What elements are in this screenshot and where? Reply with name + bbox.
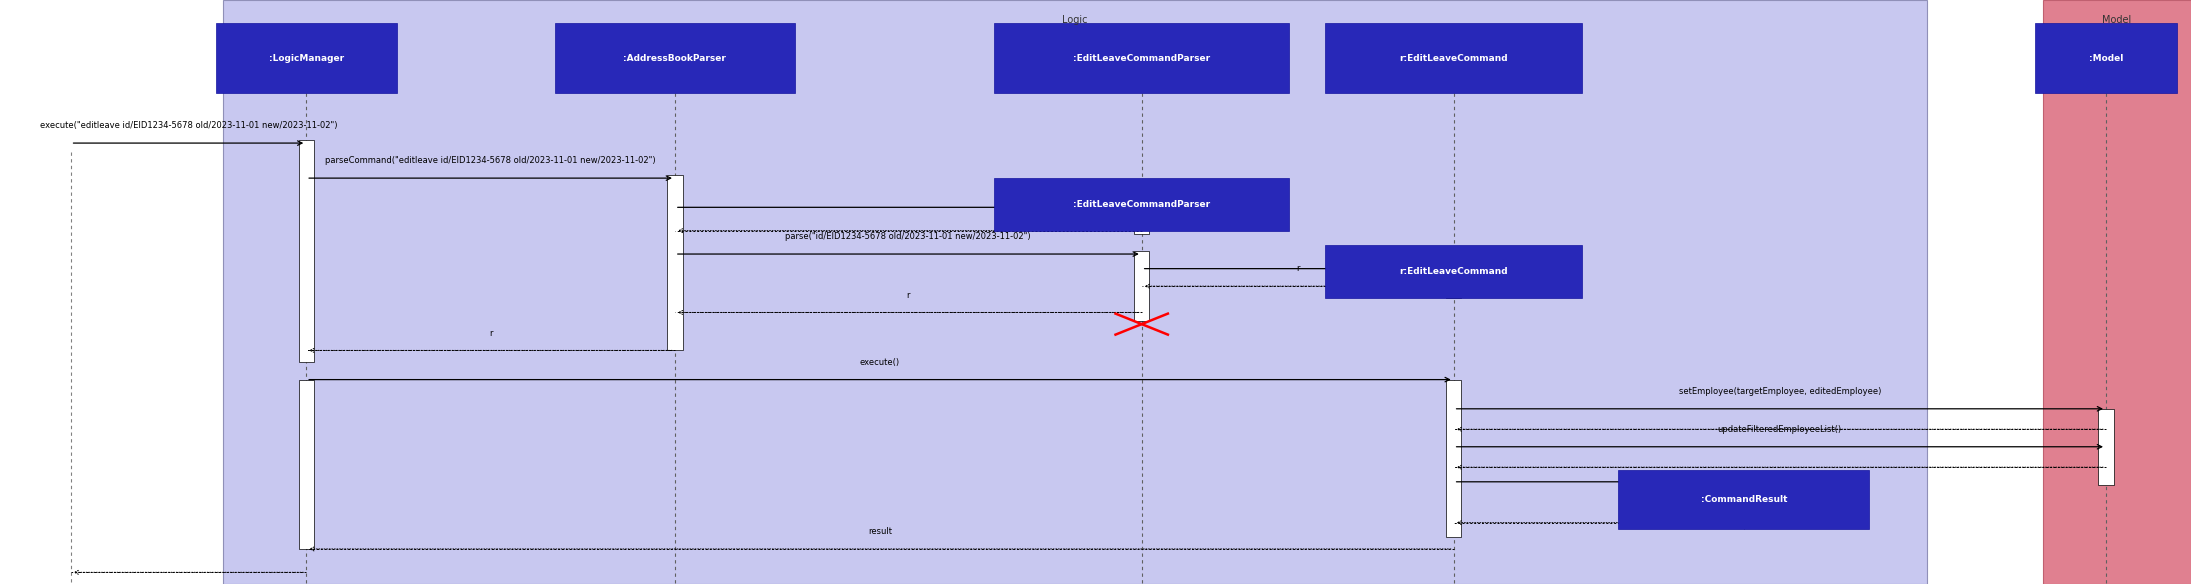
- FancyBboxPatch shape: [1326, 245, 1582, 298]
- FancyBboxPatch shape: [2035, 23, 2178, 93]
- Text: Logic: Logic: [1063, 15, 1089, 26]
- Bar: [1135, 210, 1150, 234]
- Bar: [298, 140, 313, 362]
- FancyBboxPatch shape: [1326, 23, 1582, 93]
- FancyBboxPatch shape: [995, 178, 1288, 231]
- Text: execute(): execute(): [859, 358, 901, 367]
- Text: :CommandResult: :CommandResult: [1700, 495, 1788, 504]
- Text: updateFilteredEmployeeList(): updateFilteredEmployeeList(): [1718, 425, 1843, 434]
- Text: execute("editleave id/EID1234-5678 old/2023-11-01 new/2023-11-02"): execute("editleave id/EID1234-5678 old/2…: [39, 121, 337, 130]
- Text: :Model: :Model: [2088, 54, 2123, 63]
- Text: Model: Model: [2101, 15, 2132, 26]
- Bar: [298, 380, 313, 549]
- Text: parse("id/EID1234-5678 old/2023-11-01 new/2023-11-02"): parse("id/EID1234-5678 old/2023-11-01 ne…: [784, 232, 1032, 241]
- FancyBboxPatch shape: [215, 23, 397, 93]
- Text: result: result: [868, 527, 892, 536]
- Text: r: r: [907, 291, 909, 300]
- Bar: [223, 0, 1928, 584]
- Bar: [668, 175, 684, 350]
- Text: r:EditLeaveCommand: r:EditLeaveCommand: [1400, 54, 1507, 63]
- Bar: [1446, 380, 1461, 537]
- Bar: [1446, 269, 1461, 298]
- FancyBboxPatch shape: [995, 23, 1288, 93]
- Text: r: r: [1295, 265, 1299, 273]
- Text: parseCommand("editleave id/EID1234-5678 old/2023-11-01 new/2023-11-02"): parseCommand("editleave id/EID1234-5678 …: [324, 157, 655, 165]
- Text: r:EditLeaveCommand: r:EditLeaveCommand: [1400, 267, 1507, 276]
- Text: setEmployee(targetEmployee, editedEmployee): setEmployee(targetEmployee, editedEmploy…: [1678, 387, 1882, 396]
- FancyBboxPatch shape: [554, 23, 795, 93]
- Bar: [1135, 251, 1150, 321]
- Text: r: r: [489, 329, 493, 338]
- Text: :AddressBookParser: :AddressBookParser: [624, 54, 725, 63]
- Bar: [2099, 409, 2114, 485]
- Text: :EditLeaveCommandParser: :EditLeaveCommandParser: [1074, 54, 1209, 63]
- Bar: [2042, 0, 2191, 584]
- Text: :LogicManager: :LogicManager: [269, 54, 344, 63]
- FancyBboxPatch shape: [1619, 470, 1869, 529]
- Text: :EditLeaveCommandParser: :EditLeaveCommandParser: [1074, 200, 1209, 209]
